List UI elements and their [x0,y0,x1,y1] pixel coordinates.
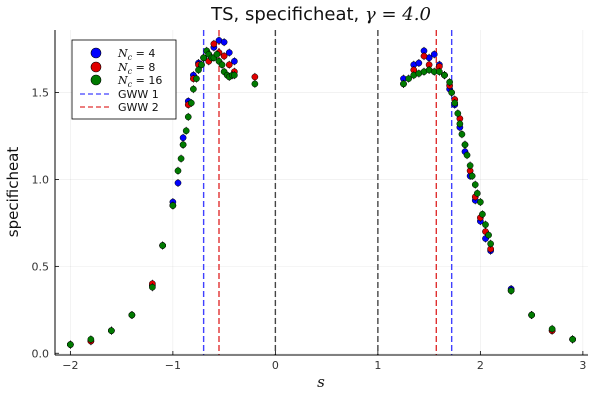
data-point [213,50,221,58]
data-point [420,52,428,60]
data-point [468,172,476,180]
data-point [436,68,443,76]
data-point [446,78,453,86]
data-point [195,66,202,74]
y-ticks: 0.0 0.5 1.0 1.5 [32,87,59,360]
data-point [174,167,182,175]
legend-label-gww1: GWW 1 [118,88,159,101]
data-point [415,59,423,67]
x-tick-label: 0 [272,359,279,372]
data-point [182,127,190,135]
data-point [231,57,238,65]
y-axis-label: specificheat [4,147,22,238]
x-axis-label: s [317,373,325,391]
legend-label-nc16: Nc = 16 [117,74,162,89]
y-tick-label: 0.0 [32,347,50,360]
legend: Nc = 4 Nc = 8 Nc = 16 GWW 1 GWW 2 [71,39,177,120]
data-point [458,130,466,138]
x-tick-label: 1 [374,359,381,372]
data-point [210,40,218,48]
data-point [177,155,185,162]
y-tick-label: 0.5 [32,260,50,273]
axes [54,30,588,356]
data-point [225,61,233,69]
data-point [507,287,515,295]
data-point [400,80,407,88]
vertical-lines [202,30,453,355]
data-point [193,75,200,83]
x-tick-label: −1 [165,359,181,372]
data-point [220,38,228,46]
legend-marker-nc8 [90,61,102,73]
data-point [528,311,535,319]
chart-title-prefix: TS, specificheat, [210,4,365,25]
data-point [190,85,197,93]
data-point [159,242,166,249]
data-point [430,50,438,58]
data-point [179,141,187,149]
x-tick-label: 2 [477,359,484,372]
data-point [487,240,494,248]
data-point [87,336,95,343]
data-point [218,61,226,69]
series-2 [67,46,576,349]
data-point [466,162,474,169]
data-point [67,341,74,348]
data-point [473,190,481,197]
data-point [220,52,228,60]
data-point [456,120,464,128]
data-point [479,210,486,218]
legend-marker-nc16 [90,74,102,86]
data-point [174,179,182,187]
data-point [405,75,412,83]
data-point [477,198,484,206]
data-point [231,71,238,79]
data-point [179,134,187,142]
data-point [451,99,459,107]
data-point [200,54,207,62]
legend-box [71,39,177,120]
x-tick-label: 3 [579,359,586,372]
data-point [225,49,233,56]
data-point [149,283,156,291]
data-points [67,36,576,349]
y-tick-label: 1.0 [32,173,50,186]
chart-title: TS, specificheat, γ = 4.0 [210,4,431,25]
data-point [251,80,259,88]
data-point [471,181,479,189]
data-point [461,141,469,149]
legend-label-nc8: Nc = 8 [117,61,155,76]
data-point [169,202,177,209]
data-point [251,73,259,81]
legend-label-nc4: Nc = 4 [117,47,155,62]
data-point [184,113,192,121]
data-point [485,231,492,239]
data-point [108,327,115,335]
x-tick-label: −2 [62,359,78,372]
data-point [441,71,448,79]
data-point [198,61,205,69]
data-point [463,151,471,159]
y-tick-label: 1.5 [32,87,50,100]
data-point [482,221,489,229]
data-point [128,311,136,319]
data-point [548,325,556,333]
data-point [187,99,195,107]
legend-marker-nc4 [90,47,102,59]
legend-label-gww2: GWW 2 [118,101,159,114]
data-point [448,89,456,96]
x-ticks: −2 −1 0 1 2 3 [62,351,586,372]
chart-title-math: γ = 4.0 [365,4,431,25]
data-point [569,336,576,343]
data-point [454,110,462,117]
